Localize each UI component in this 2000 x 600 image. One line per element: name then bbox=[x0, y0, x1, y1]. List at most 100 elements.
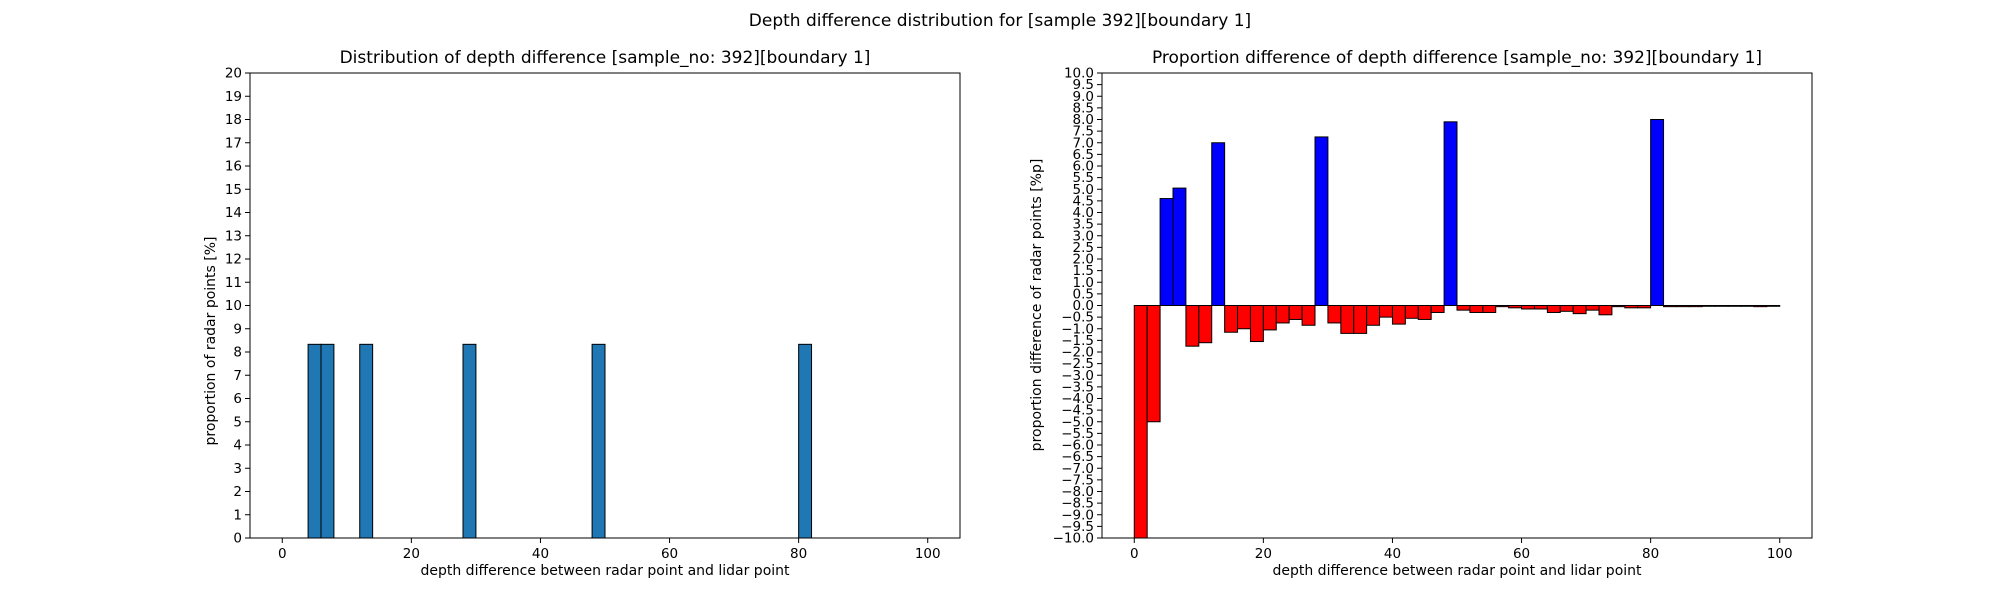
chart-proportion-difference-bar bbox=[1404, 305, 1419, 319]
chart-proportion-difference-bar bbox=[1198, 305, 1213, 344]
chart-proportion-difference-y-tick-label: −2.5 bbox=[1061, 356, 1094, 372]
chart-proportion-difference-bar bbox=[1559, 305, 1574, 312]
chart-proportion-difference-y-tick-label: 2.0 bbox=[1073, 252, 1094, 268]
chart-proportion-difference-y-tick-label: 2.5 bbox=[1073, 240, 1094, 256]
chart-proportion-difference-y-tick-label: 6.5 bbox=[1073, 147, 1094, 163]
chart-proportion-difference-bar bbox=[1688, 305, 1703, 308]
chart-proportion-difference-x-tick-label: 80 bbox=[1642, 546, 1659, 562]
chart-distribution-x-tick-label: 20 bbox=[403, 546, 420, 562]
chart-proportion-difference-bar bbox=[1675, 305, 1690, 308]
chart-proportion-difference-bar bbox=[1314, 136, 1329, 306]
chart-proportion-difference-y-tick-label: −7.0 bbox=[1061, 461, 1094, 477]
chart-proportion-difference-bar bbox=[1211, 142, 1226, 306]
chart-proportion-difference-bar bbox=[1766, 305, 1781, 307]
chart-distribution-title: Distribution of depth difference [sample… bbox=[340, 48, 871, 68]
chart-distribution-bars bbox=[307, 343, 813, 539]
chart-proportion-difference-y-tick-label: 1.5 bbox=[1073, 263, 1094, 279]
chart-distribution-x-tick-label: 40 bbox=[532, 546, 549, 562]
chart-proportion-difference-bar bbox=[1249, 305, 1264, 343]
chart-proportion-difference-y-tick-label: 3.5 bbox=[1073, 217, 1094, 233]
chart-proportion-difference-bar bbox=[1546, 305, 1561, 313]
chart-proportion-difference-bar bbox=[1740, 305, 1755, 307]
chart-proportion-difference-y-tick-label: −5.5 bbox=[1061, 426, 1094, 442]
chart-proportion-difference-y-tick-label: 7.5 bbox=[1073, 124, 1094, 140]
chart-proportion-difference: Proportion difference of depth differenc… bbox=[1029, 48, 1813, 579]
chart-distribution-bar bbox=[591, 343, 606, 539]
chart-proportion-difference-bar bbox=[1521, 305, 1535, 310]
chart-proportion-difference-y-ticks: −10.0−9.5−9.0−8.5−8.0−7.5−7.0−6.5−6.0−5.… bbox=[1053, 66, 1102, 547]
chart-proportion-difference-ylabel: proportion difference of radar points [%… bbox=[1029, 159, 1045, 452]
chart-proportion-difference-y-tick-label: −3.5 bbox=[1061, 379, 1094, 395]
chart-proportion-difference-y-tick-label: −5.0 bbox=[1061, 414, 1094, 430]
chart-distribution-y-tick-label: 17 bbox=[225, 135, 242, 151]
chart-distribution-y-tick-label: 18 bbox=[225, 112, 242, 128]
chart-proportion-difference-bar bbox=[1301, 305, 1316, 326]
chart-proportion-difference-y-tick-label: 9.0 bbox=[1073, 89, 1094, 105]
chart-proportion-difference-bar bbox=[1572, 305, 1587, 315]
chart-proportion-difference-y-tick-label: −6.0 bbox=[1061, 438, 1094, 454]
chart-proportion-difference-bar bbox=[1224, 305, 1239, 333]
chart-distribution-y-tick-label: 11 bbox=[225, 275, 242, 291]
chart-distribution-y-tick-label: 1 bbox=[233, 507, 242, 523]
chart-distribution-y-tick-label: 15 bbox=[225, 182, 242, 198]
chart-proportion-difference-bar bbox=[1379, 305, 1393, 318]
chart-distribution-y-tick-label: 9 bbox=[233, 321, 242, 337]
chart-proportion-difference-y-tick-label: −4.5 bbox=[1061, 403, 1094, 419]
chart-proportion-difference-y-tick-label: 6.0 bbox=[1073, 159, 1094, 175]
chart-proportion-difference-bar bbox=[1146, 305, 1161, 423]
chart-proportion-difference-y-tick-label: 4.5 bbox=[1073, 193, 1094, 209]
chart-proportion-difference-x-ticks: 0 20 40 60 80 100 bbox=[1130, 538, 1793, 562]
chart-proportion-difference-y-tick-label: −4.0 bbox=[1061, 391, 1094, 407]
chart-proportion-difference-bar bbox=[1417, 305, 1432, 320]
chart-distribution-y-tick-label: 0 bbox=[233, 531, 242, 547]
chart-distribution-bar bbox=[462, 343, 477, 539]
chart-proportion-difference-y-tick-label: −3.0 bbox=[1061, 368, 1094, 384]
chart-distribution-xlabel: depth difference between radar point and… bbox=[420, 563, 790, 579]
chart-proportion-difference-bar bbox=[1753, 305, 1768, 308]
chart-proportion-difference-bar bbox=[1663, 305, 1677, 308]
chart-proportion-difference-bar bbox=[1288, 305, 1303, 320]
chart-proportion-difference-bar bbox=[1469, 305, 1484, 313]
chart-proportion-difference-bar bbox=[1714, 305, 1729, 307]
chart-proportion-difference-y-tick-label: 8.5 bbox=[1073, 100, 1094, 116]
chart-proportion-difference-title: Proportion difference of depth differenc… bbox=[1152, 48, 1762, 68]
chart-proportion-difference-bar bbox=[1185, 305, 1200, 347]
chart-proportion-difference-bar bbox=[1391, 305, 1406, 325]
chart-proportion-difference-y-tick-label: −9.5 bbox=[1061, 519, 1094, 535]
chart-proportion-difference-bar bbox=[1133, 305, 1148, 539]
chart-distribution-y-tick-label: 6 bbox=[233, 391, 242, 407]
chart-proportion-difference-x-tick-label: 20 bbox=[1255, 546, 1272, 562]
chart-proportion-difference-xlabel: depth difference between radar point and… bbox=[1272, 563, 1642, 579]
chart-distribution-y-tick-label: 2 bbox=[233, 484, 242, 500]
chart-proportion-difference-y-tick-label: 0.5 bbox=[1073, 286, 1094, 302]
chart-proportion-difference-y-tick-label: −0.5 bbox=[1061, 310, 1094, 326]
chart-proportion-difference-x-tick-label: 60 bbox=[1513, 546, 1530, 562]
chart-distribution-y-tick-label: 19 bbox=[225, 89, 242, 105]
chart-proportion-difference-bar bbox=[1275, 305, 1290, 324]
chart-proportion-difference-bar bbox=[1430, 305, 1445, 313]
chart-proportion-difference-y-tick-label: 3.0 bbox=[1073, 228, 1094, 244]
chart-distribution-bar bbox=[359, 343, 374, 539]
chart-proportion-difference-bar bbox=[1598, 305, 1613, 316]
chart-proportion-difference-bar bbox=[1727, 305, 1742, 307]
chart-proportion-difference-bar bbox=[1159, 198, 1174, 306]
chart-proportion-difference-bar bbox=[1637, 305, 1652, 309]
chart-proportion-difference-y-tick-label: 4.0 bbox=[1073, 205, 1094, 221]
chart-distribution: Distribution of depth difference [sample… bbox=[203, 48, 961, 579]
chart-distribution-y-tick-label: 10 bbox=[225, 298, 242, 314]
chart-proportion-difference-y-tick-label: 5.0 bbox=[1073, 182, 1094, 198]
chart-proportion-difference-y-tick-label: 5.5 bbox=[1073, 170, 1094, 186]
chart-distribution-y-tick-label: 13 bbox=[225, 228, 242, 244]
chart-proportion-difference-bar bbox=[1624, 305, 1639, 309]
chart-proportion-difference-frame bbox=[1101, 72, 1813, 539]
chart-distribution-bar bbox=[320, 343, 335, 539]
chart-proportion-difference-bar bbox=[1327, 305, 1342, 324]
chart-proportion-difference-y-tick-label: −8.0 bbox=[1061, 484, 1094, 500]
chart-proportion-difference-bar bbox=[1353, 305, 1368, 334]
chart-distribution-bar bbox=[798, 343, 813, 539]
chart-proportion-difference-bar bbox=[1650, 119, 1665, 306]
chart-proportion-difference-y-tick-label: 9.5 bbox=[1073, 77, 1094, 93]
chart-distribution-x-tick-label: 60 bbox=[661, 546, 678, 562]
chart-proportion-difference-bar bbox=[1456, 305, 1471, 311]
